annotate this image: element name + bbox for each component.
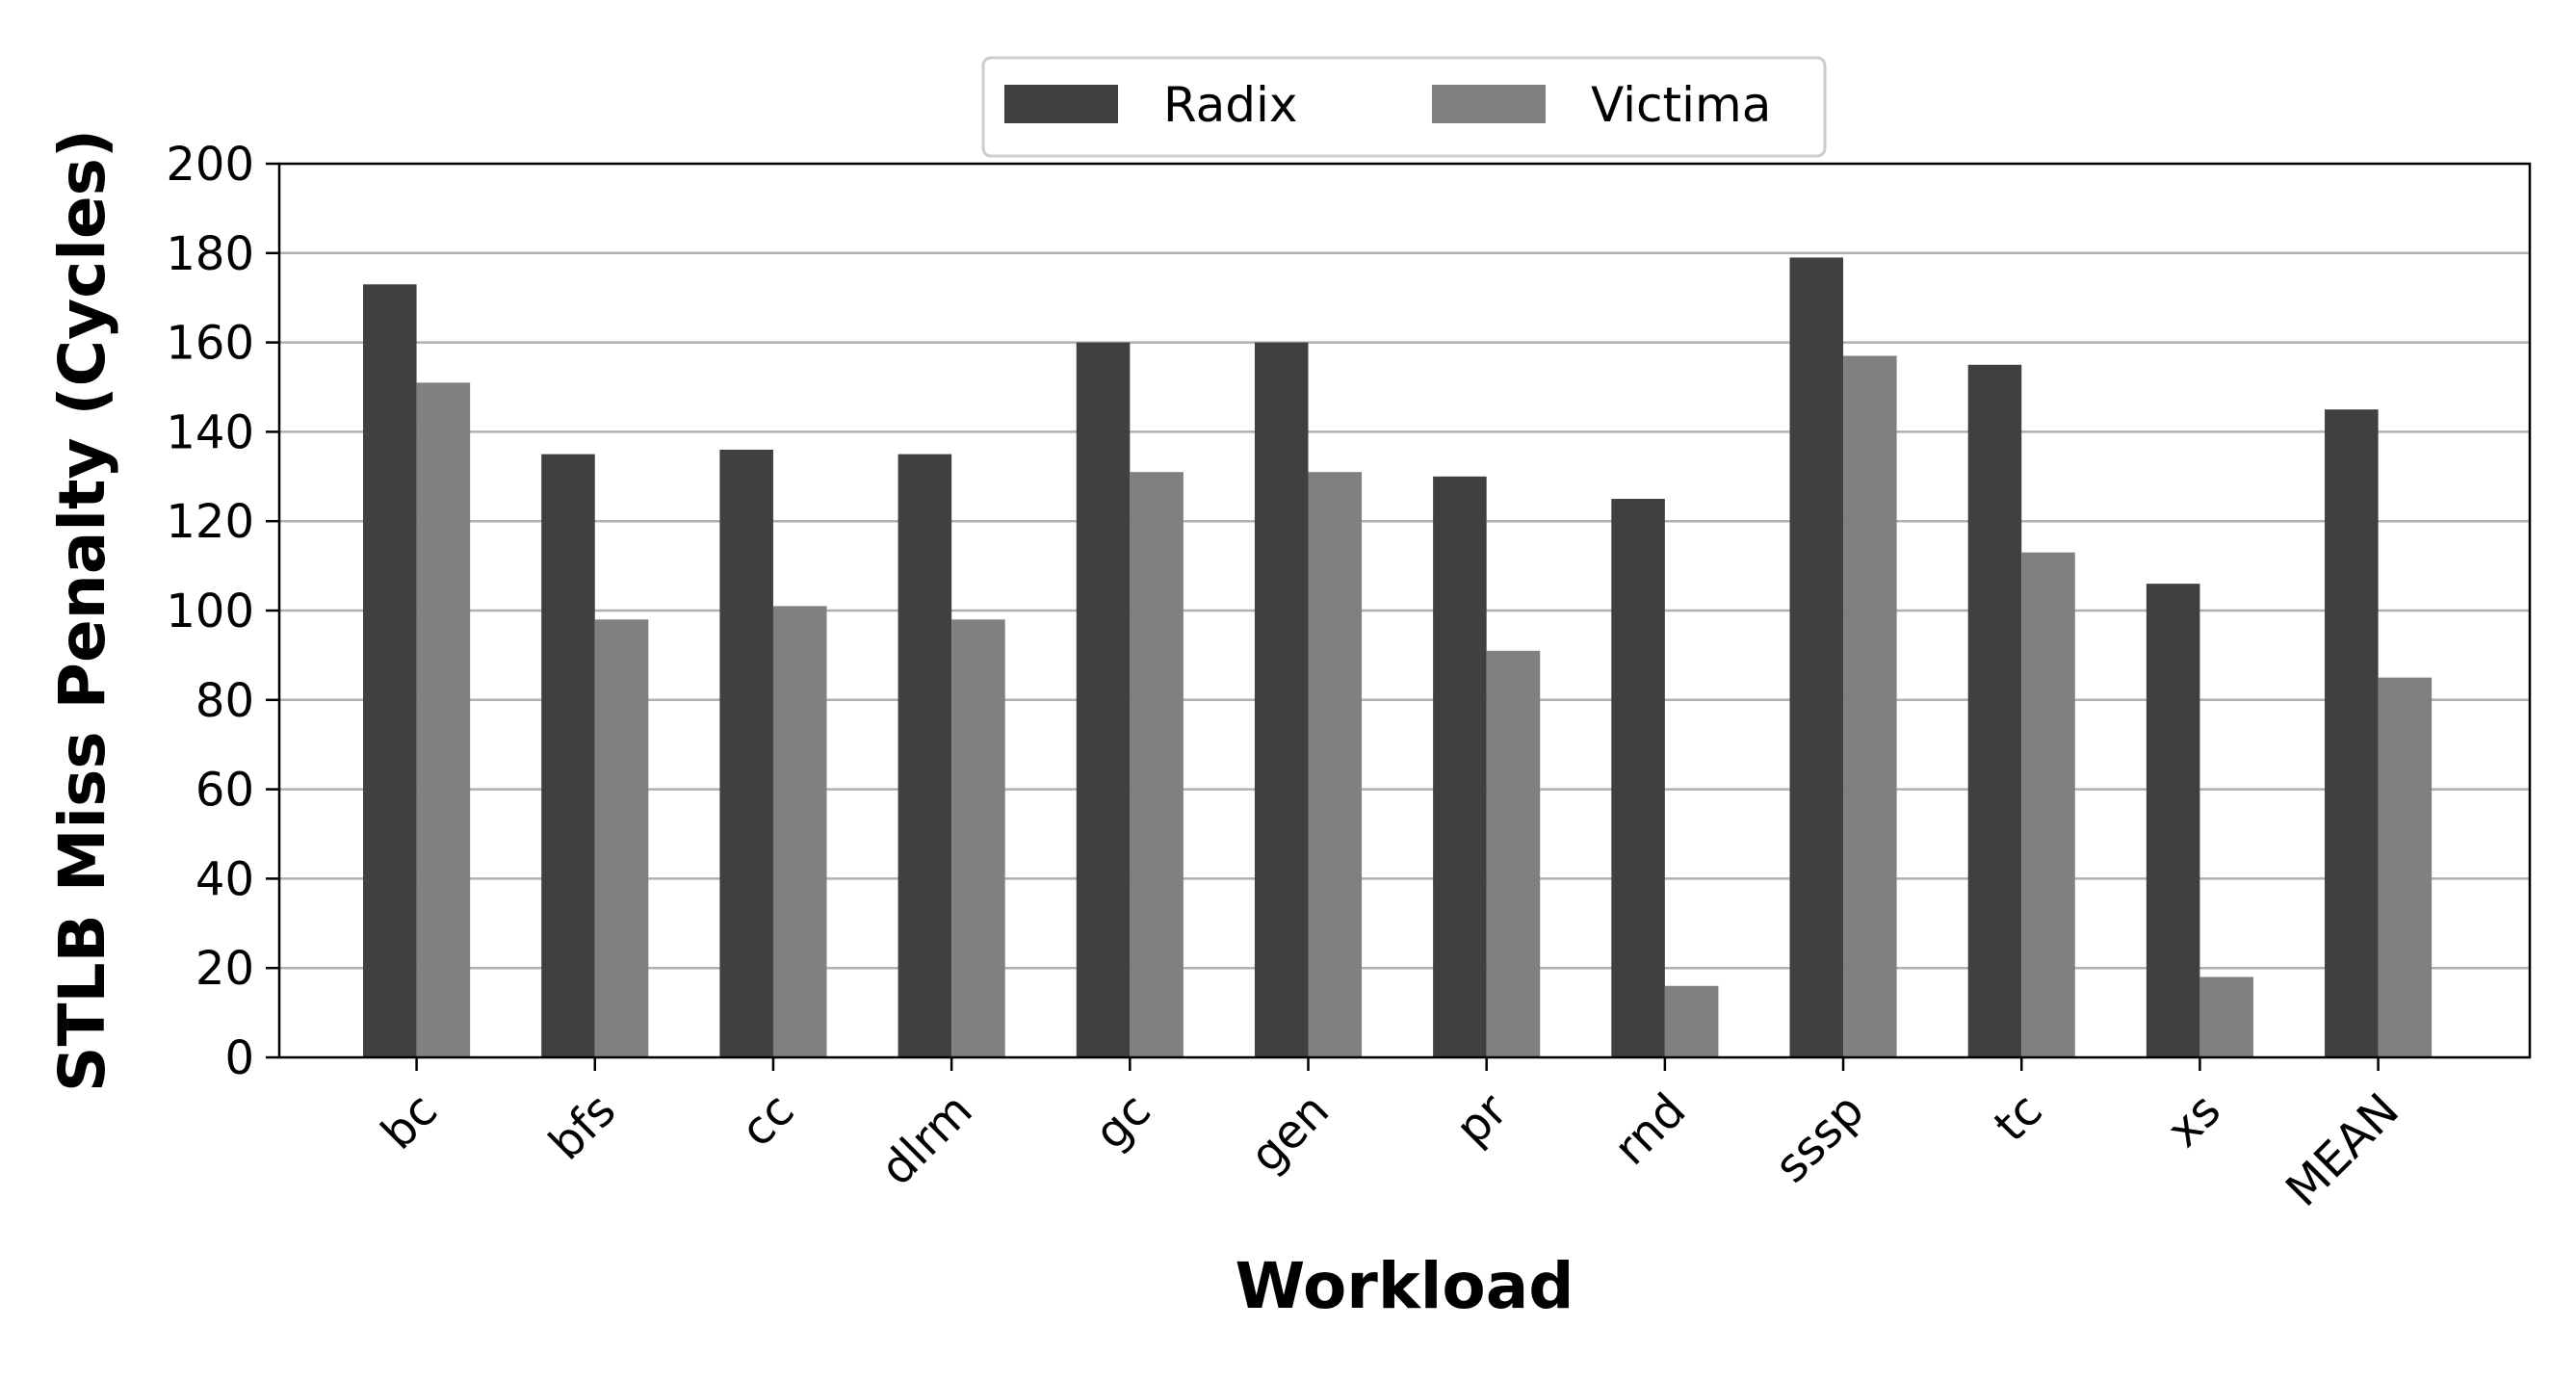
y-axis-title: STLB Miss Penalty (Cycles): [45, 129, 119, 1092]
bar-radix-pr: [1433, 476, 1487, 1057]
legend-swatch-radix: [1004, 85, 1118, 123]
x-tick-label: cc: [731, 1083, 805, 1158]
bar-radix-cc: [719, 449, 773, 1058]
bar-radix-sssp: [1789, 257, 1844, 1057]
bar-radix-dlrm: [898, 454, 952, 1058]
bar-victima-sssp: [1843, 355, 1897, 1057]
legend-swatch-victima: [1432, 85, 1546, 123]
bar-radix-mean: [2325, 409, 2379, 1057]
y-tick-label: 0: [224, 1031, 254, 1085]
bar-victima-bc: [416, 382, 471, 1057]
legend-label-victima: Victima: [1591, 77, 1771, 133]
x-tick-label: xs: [2157, 1083, 2231, 1158]
x-tick-label: dlrm: [871, 1083, 983, 1196]
y-axis: 0 20 40 60 80 100 120 140 160 180 200: [166, 138, 279, 1085]
bar-victima-pr: [1486, 650, 1541, 1057]
bar-radix-bfs: [541, 454, 595, 1058]
x-tick-label: tc: [1984, 1083, 2053, 1153]
bar-radix-gen: [1254, 342, 1309, 1058]
bar-radix-rnd: [1611, 499, 1665, 1057]
y-tick-label: 60: [195, 764, 254, 818]
x-axis-title: Workload: [1236, 1249, 1574, 1323]
bar-victima-bfs: [594, 619, 649, 1057]
bar-victima-gc: [1130, 472, 1184, 1057]
bar-radix-tc: [1967, 364, 2022, 1057]
x-tick-label: bfs: [538, 1083, 626, 1171]
y-tick-label: 20: [195, 942, 254, 996]
legend-box: [981, 56, 1827, 158]
bar-victima-mean: [2378, 677, 2433, 1057]
x-tick-label: bc: [371, 1083, 448, 1160]
x-tick-label: gc: [1084, 1083, 1161, 1160]
bar-victima-tc: [2021, 552, 2075, 1057]
bar-radix-gc: [1076, 342, 1131, 1058]
bar-victima-gen: [1308, 472, 1363, 1057]
x-tick-label: sssp: [1764, 1083, 1874, 1193]
y-tick-label: 80: [195, 674, 254, 728]
bars: [363, 257, 2433, 1058]
y-tick-label: 120: [166, 495, 254, 549]
x-tick-label: MEAN: [2276, 1083, 2409, 1217]
y-tick-label: 100: [166, 585, 254, 638]
gridlines: [279, 251, 2530, 970]
legend-label-radix: Radix: [1163, 77, 1298, 133]
bar-radix-xs: [2146, 584, 2200, 1057]
bar-victima-xs: [2199, 976, 2253, 1057]
bar-radix-bc: [363, 284, 417, 1057]
y-tick-label: 180: [166, 227, 254, 281]
bar-victima-cc: [772, 606, 827, 1057]
y-tick-label: 140: [166, 405, 254, 459]
x-tick-label: gen: [1239, 1083, 1340, 1184]
y-tick-label: 40: [195, 852, 254, 906]
x-axis: bc bfs cc dlrm gc gen pr rnd sssp tc xs MEAN: [371, 1057, 2409, 1217]
y-tick-label: 200: [166, 138, 254, 192]
x-tick-label: pr: [1445, 1083, 1518, 1156]
legend: Radix Victima: [981, 56, 1827, 158]
bar-victima-rnd: [1664, 985, 1719, 1057]
x-tick-label: rnd: [1603, 1083, 1696, 1176]
y-tick-label: 160: [166, 317, 254, 371]
bar-victima-dlrm: [951, 619, 1005, 1057]
